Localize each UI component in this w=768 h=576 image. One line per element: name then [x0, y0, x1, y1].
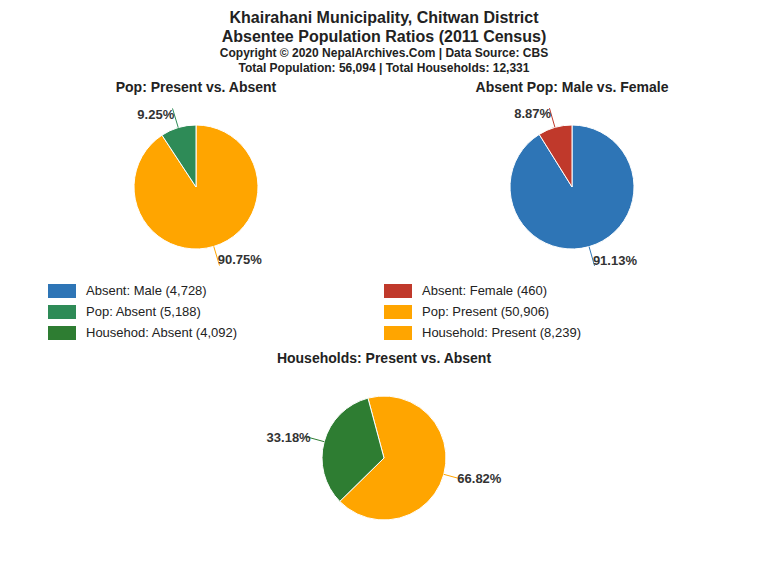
html-text:Khairahani Municipality, Chitw: Khairahani Municipality, Chitwan Distric…: [229, 9, 539, 26]
svg-text:90.75%: 90.75%: [218, 252, 263, 267]
html-text:Copyright © 2020 NepalArchives: Copyright © 2020 NepalArchives.Com | Dat…: [219, 46, 549, 61]
html-text:Absent Pop: Male vs. Female: Absent Pop: Male vs. Female: [475, 79, 669, 96]
html-text:Total Population: 56,094 | Tot: Total Population: 56,094 | Total Househo…: [238, 60, 530, 75]
svg-text:8.87%: 8.87%: [514, 107, 551, 122]
html-text:Pop: Present vs. Absent: Pop: Present vs. Absent: [115, 79, 277, 96]
html-text:Absent: Male (4,728): Absent: Male (4,728): [86, 283, 207, 299]
html-text:Absent: Female (460): Absent: Female (460): [422, 283, 547, 299]
html-text:Household: Present (8,239): Household: Present (8,239): [422, 325, 581, 341]
svg-text:33.18%: 33.18%: [267, 431, 312, 446]
svg-text:66.82%: 66.82%: [457, 471, 502, 486]
html-text:Pop: Absent (5,188): Pop: Absent (5,188): [86, 304, 201, 320]
html-text:Househod: Absent (4,092): Househod: Absent (4,092): [86, 325, 238, 341]
html-text:Households: Present vs. Absent: Households: Present vs. Absent: [276, 350, 492, 367]
html-text:Pop: Present (50,906): Pop: Present (50,906): [422, 304, 550, 320]
svg-text:91.13%: 91.13%: [593, 253, 638, 268]
html-text:Absentee Population Ratios (20: Absentee Population Ratios (2011 Census): [221, 28, 547, 46]
svg-text:9.25%: 9.25%: [137, 107, 174, 122]
